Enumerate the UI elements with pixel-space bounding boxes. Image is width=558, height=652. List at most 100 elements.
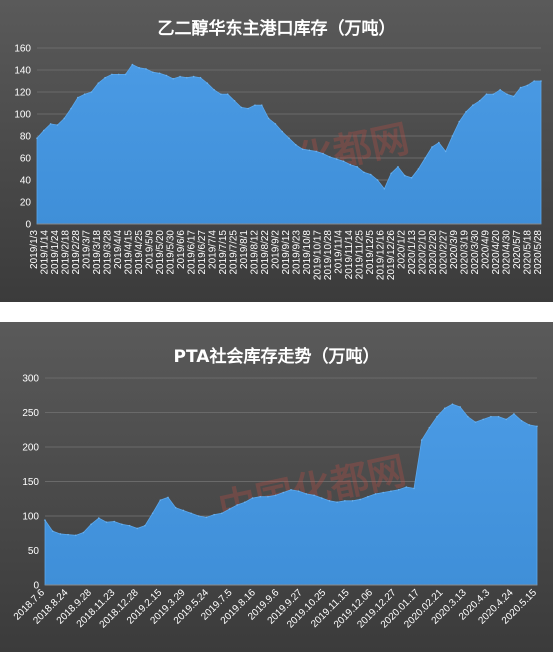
x-tick-label: 2019/1/3 xyxy=(29,230,40,269)
x-tick-label: 2019/3/18 xyxy=(92,230,103,275)
y-tick-label: 150 xyxy=(22,477,39,488)
data-point xyxy=(438,141,440,144)
data-point xyxy=(244,501,246,503)
data-point xyxy=(67,533,69,536)
data-point xyxy=(136,527,139,530)
data-point xyxy=(328,500,331,502)
data-point xyxy=(520,419,523,422)
data-point xyxy=(74,534,77,537)
x-tick-label: 2019/8/12 xyxy=(250,230,261,275)
y-tick-label: 160 xyxy=(14,44,31,55)
data-point xyxy=(174,506,177,509)
data-point xyxy=(220,93,222,95)
x-tick-label: 2020/4/9 xyxy=(481,230,492,269)
y-tick-label: 120 xyxy=(14,88,31,99)
data-point xyxy=(397,488,400,491)
data-point xyxy=(472,104,474,106)
x-tick-label: 2019/11/4 xyxy=(334,230,345,274)
data-point xyxy=(221,512,223,515)
data-point xyxy=(290,488,292,491)
data-point xyxy=(197,515,200,517)
x-tick-label: 2020/2/27 xyxy=(439,230,450,275)
data-point xyxy=(90,91,93,93)
data-point xyxy=(424,157,427,159)
data-point xyxy=(167,496,169,499)
x-tick-label: 2019/1/14 xyxy=(40,230,51,275)
data-point xyxy=(105,521,108,524)
data-point xyxy=(512,95,515,98)
data-point xyxy=(274,494,277,497)
data-point xyxy=(536,425,538,428)
data-point xyxy=(70,107,72,110)
x-tick-label: 2020/1/2 xyxy=(397,230,408,269)
data-point xyxy=(513,413,515,415)
data-point xyxy=(519,86,522,89)
data-point xyxy=(390,490,392,492)
y-tick-label: 100 xyxy=(22,512,39,523)
data-point xyxy=(113,520,115,523)
data-point xyxy=(282,491,285,494)
data-point xyxy=(413,487,415,490)
data-point xyxy=(443,407,446,410)
x-tick-label: 2019/5/9 xyxy=(145,230,156,269)
x-tick-label: 2019/5/30 xyxy=(166,230,177,275)
data-point xyxy=(444,150,447,153)
data-point xyxy=(528,424,531,426)
x-tick-label: 2019/6/27 xyxy=(197,230,208,275)
data-point xyxy=(465,111,467,113)
data-point xyxy=(383,188,386,190)
data-point xyxy=(236,504,238,506)
data-point xyxy=(428,426,431,429)
data-point xyxy=(403,174,406,177)
x-tick-label: 2020/3/19 xyxy=(460,230,471,275)
x-tick-label: 2019/7/4 xyxy=(208,230,219,269)
data-point xyxy=(482,418,484,421)
data-point xyxy=(83,93,86,95)
data-point xyxy=(205,516,208,519)
x-tick-label: 2019/6/17 xyxy=(187,230,198,275)
x-tick-label: 2019/8/22 xyxy=(260,230,271,275)
data-point xyxy=(499,89,501,91)
data-point xyxy=(98,517,100,519)
data-point xyxy=(158,72,161,75)
data-point xyxy=(420,439,423,441)
x-tick-label: 2020/5/18 xyxy=(523,230,534,275)
chart-panel-pta-inventory: PTA社会库存走势（万吨） 0 50 100 150 200 250 300 中国化都网 2018… xyxy=(0,322,553,652)
x-tick-label: 2020/2/20 xyxy=(428,230,439,275)
data-point xyxy=(322,152,324,155)
data-point xyxy=(213,89,215,91)
data-point xyxy=(451,135,454,137)
x-tick-label: 2019/4/4 xyxy=(113,230,124,269)
x-tick-label: 2020/5/7 xyxy=(512,230,523,269)
data-point xyxy=(131,63,134,66)
x-tick-label: 2019/3/28 xyxy=(103,230,114,275)
y-tick-label: 50 xyxy=(28,546,40,557)
x-tick-label: 2020/4/20 xyxy=(491,230,502,275)
y-tick-label: 40 xyxy=(20,176,32,187)
data-point xyxy=(274,123,277,125)
data-point xyxy=(297,490,300,492)
data-point xyxy=(397,166,399,168)
x-tick-label: 2019/12/16 xyxy=(376,230,387,280)
data-point xyxy=(367,495,369,498)
data-point xyxy=(190,512,192,515)
data-point xyxy=(497,415,500,418)
data-point xyxy=(533,80,535,82)
data-point xyxy=(410,177,413,179)
data-point xyxy=(363,171,365,174)
data-point xyxy=(492,93,495,95)
data-point xyxy=(159,499,162,501)
data-point xyxy=(240,106,243,109)
x-tick-label: 2020/2/10 xyxy=(418,230,429,275)
y-tick-label: 0 xyxy=(33,581,39,592)
data-point xyxy=(351,500,354,502)
x-tick-label: 2019/9/23 xyxy=(292,230,303,275)
data-point xyxy=(335,158,338,160)
data-point xyxy=(124,73,127,76)
data-point xyxy=(186,76,188,79)
x-tick-label: 2019/7/25 xyxy=(229,230,240,275)
data-point xyxy=(369,173,372,176)
data-point xyxy=(344,500,346,502)
data-point xyxy=(301,148,304,150)
x-tick-label: 2019/11/25 xyxy=(355,230,366,280)
